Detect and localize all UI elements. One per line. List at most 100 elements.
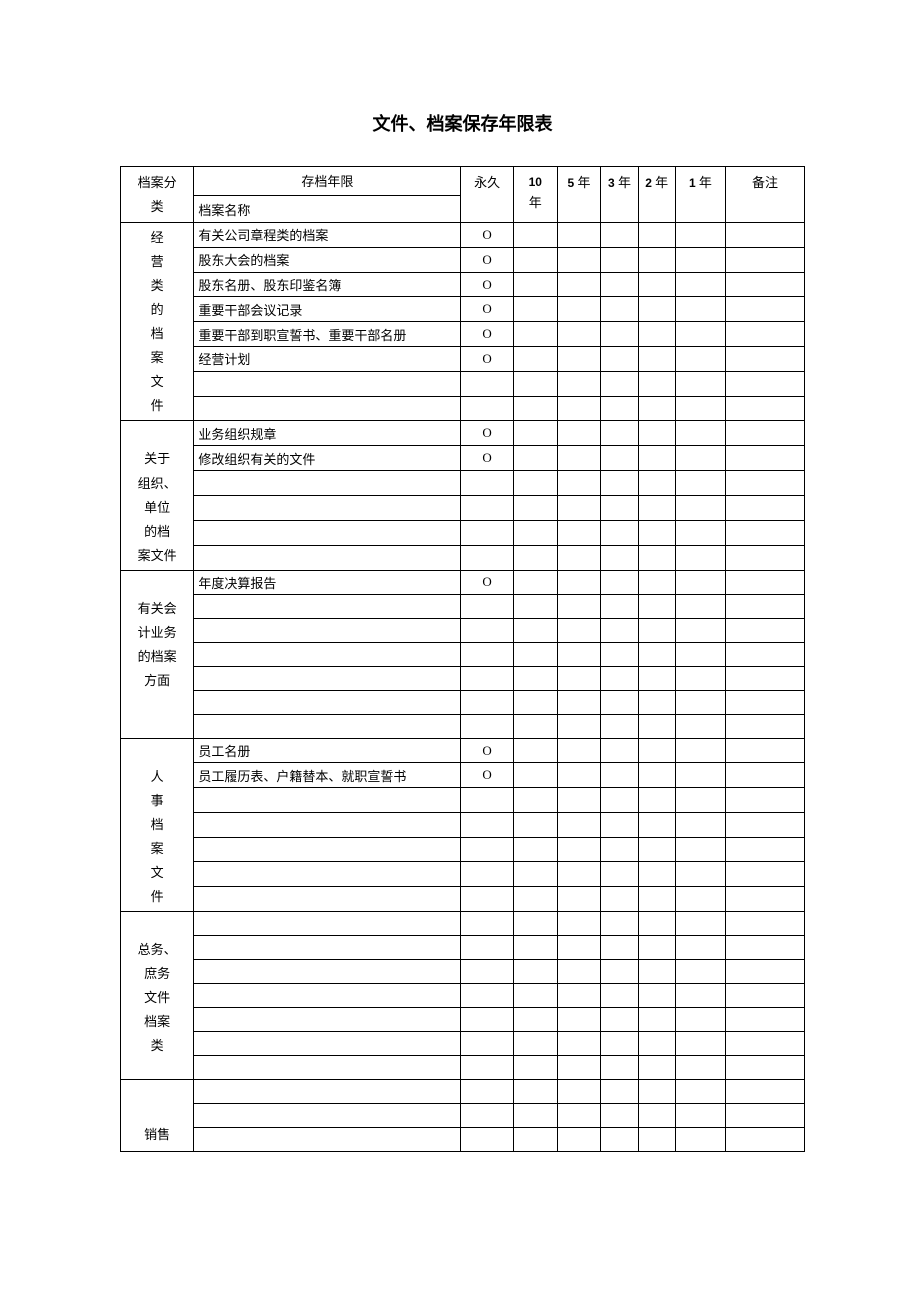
table-row: [121, 396, 805, 421]
cell-3y: [601, 496, 638, 521]
cell-5y: [557, 1127, 601, 1151]
cell-10y: [513, 446, 557, 471]
cell-5y: [557, 520, 601, 545]
cell-2y: [638, 959, 675, 983]
cell-1y: [675, 396, 725, 421]
cell-10y: [513, 911, 557, 935]
cell-1y: [675, 570, 725, 594]
archive-name-cell: [194, 1127, 461, 1151]
archive-name-cell: [194, 371, 461, 396]
header-col-perm: 永久: [461, 167, 514, 223]
cell-perm: [461, 1103, 514, 1127]
cell-note: [726, 371, 805, 396]
cell-1y: [675, 1007, 725, 1031]
cell-2y: [638, 297, 675, 322]
cell-perm: O: [461, 763, 514, 788]
archive-name-cell: 员工履历表、户籍替本、就职宣誓书: [194, 763, 461, 788]
cell-5y: [557, 471, 601, 496]
cell-2y: [638, 223, 675, 248]
cell-5y: [557, 247, 601, 272]
cell-5y: [557, 788, 601, 813]
cell-5y: [557, 812, 601, 837]
cell-5y: [557, 935, 601, 959]
archive-name-cell: [194, 837, 461, 862]
cell-note: [726, 763, 805, 788]
cell-5y: [557, 421, 601, 446]
archive-name-cell: 修改组织有关的文件: [194, 446, 461, 471]
cell-3y: [601, 862, 638, 887]
archive-name-cell: [194, 690, 461, 714]
cell-10y: [513, 887, 557, 912]
cell-3y: [601, 272, 638, 297]
table-row: 有关会计业务的档案方面年度决算报告O: [121, 570, 805, 594]
table-row: [121, 959, 805, 983]
table-row: 重要干部会议记录O: [121, 297, 805, 322]
cell-5y: [557, 347, 601, 372]
cell-3y: [601, 223, 638, 248]
cell-1y: [675, 738, 725, 763]
archive-name-cell: 有关公司章程类的档案: [194, 223, 461, 248]
cell-5y: [557, 1055, 601, 1079]
cell-5y: [557, 1031, 601, 1055]
cell-3y: [601, 1031, 638, 1055]
archive-name-cell: [194, 642, 461, 666]
cell-10y: [513, 1007, 557, 1031]
table-row: [121, 1127, 805, 1151]
cell-1y: [675, 837, 725, 862]
cell-2y: [638, 396, 675, 421]
cell-note: [726, 666, 805, 690]
cell-2y: [638, 862, 675, 887]
cell-10y: [513, 272, 557, 297]
cell-3y: [601, 935, 638, 959]
cell-5y: [557, 594, 601, 618]
cell-perm: [461, 983, 514, 1007]
cell-10y: [513, 496, 557, 521]
cell-note: [726, 642, 805, 666]
cell-1y: [675, 1079, 725, 1103]
cell-2y: [638, 371, 675, 396]
cell-2y: [638, 1007, 675, 1031]
cell-2y: [638, 812, 675, 837]
cell-5y: [557, 570, 601, 594]
cell-5y: [557, 690, 601, 714]
archive-name-cell: [194, 496, 461, 521]
cell-10y: [513, 959, 557, 983]
cell-10y: [513, 471, 557, 496]
archive-name-cell: 经营计划: [194, 347, 461, 372]
cell-note: [726, 837, 805, 862]
cell-3y: [601, 520, 638, 545]
category-cell: 有关会计业务的档案方面: [121, 570, 194, 738]
cell-1y: [675, 297, 725, 322]
table-row: [121, 837, 805, 862]
cell-note: [726, 247, 805, 272]
archive-name-cell: [194, 471, 461, 496]
cell-10y: [513, 545, 557, 570]
cell-5y: [557, 911, 601, 935]
cell-3y: [601, 421, 638, 446]
cell-1y: [675, 446, 725, 471]
cell-3y: [601, 1103, 638, 1127]
cell-3y: [601, 322, 638, 347]
archive-name-cell: [194, 1007, 461, 1031]
archive-name-cell: [194, 983, 461, 1007]
cell-5y: [557, 1079, 601, 1103]
table-row: [121, 862, 805, 887]
cell-1y: [675, 935, 725, 959]
cell-2y: [638, 763, 675, 788]
cell-3y: [601, 1079, 638, 1103]
cell-1y: [675, 421, 725, 446]
cell-note: [726, 570, 805, 594]
cell-perm: [461, 642, 514, 666]
cell-note: [726, 347, 805, 372]
cell-3y: [601, 247, 638, 272]
cell-10y: [513, 1127, 557, 1151]
cell-perm: O: [461, 272, 514, 297]
table-row: 人事档案文件员工名册O: [121, 738, 805, 763]
cell-note: [726, 983, 805, 1007]
cell-1y: [675, 618, 725, 642]
header-col-5y: 5 年: [557, 167, 601, 223]
cell-perm: [461, 1127, 514, 1151]
table-row: [121, 471, 805, 496]
cell-5y: [557, 1103, 601, 1127]
cell-10y: [513, 223, 557, 248]
